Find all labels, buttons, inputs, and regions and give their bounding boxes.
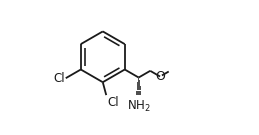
Text: NH$_2$: NH$_2$ bbox=[127, 99, 150, 114]
Text: Cl: Cl bbox=[53, 72, 65, 85]
Text: O: O bbox=[155, 70, 165, 83]
Text: Cl: Cl bbox=[107, 96, 119, 109]
